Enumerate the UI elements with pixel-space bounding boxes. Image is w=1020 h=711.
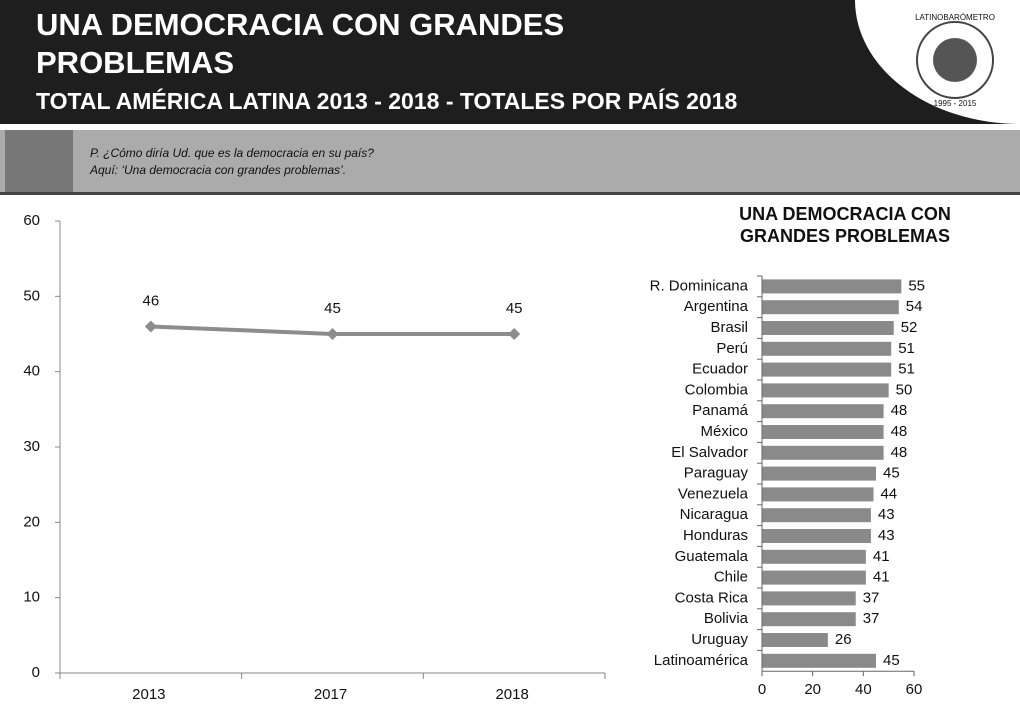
category-label: El Salvador xyxy=(671,444,748,461)
x-tick-label: 0 xyxy=(758,681,766,698)
data-label: 41 xyxy=(873,548,890,565)
category-label: Bolivia xyxy=(704,610,749,627)
data-label: 54 xyxy=(906,298,923,315)
x-tick-label: 2013 xyxy=(132,686,165,703)
category-label: Brasil xyxy=(710,319,748,336)
data-label: 50 xyxy=(896,381,913,398)
category-label: Perú xyxy=(716,340,748,357)
bar-chart-title: UNA DEMOCRACIA CON GRANDES PROBLEMAS xyxy=(739,204,951,246)
data-label: 43 xyxy=(878,506,895,523)
data-label: 48 xyxy=(891,402,908,419)
x-tick-label: 2018 xyxy=(495,686,528,703)
bar xyxy=(762,404,884,419)
point xyxy=(144,320,157,333)
bar xyxy=(762,466,876,481)
category-label: Colombia xyxy=(685,381,749,398)
data-label: 45 xyxy=(883,652,900,669)
data-label: 44 xyxy=(880,485,897,502)
bar xyxy=(762,591,856,606)
point xyxy=(508,328,521,340)
y-tick-label: 40 xyxy=(23,363,40,380)
category-label: Venezuela xyxy=(678,485,749,502)
data-label: 43 xyxy=(878,527,895,544)
bar xyxy=(762,612,856,627)
bar xyxy=(762,570,866,585)
logo-area: LATINOBARÓMETRO 1995 - 2015 xyxy=(855,0,1020,124)
x-tick-label: 40 xyxy=(855,681,872,698)
category-label: R. Dominicana xyxy=(650,277,749,294)
data-label: 45 xyxy=(883,465,900,482)
data-label: 51 xyxy=(898,361,915,378)
bar xyxy=(762,529,871,543)
question-note: Aquí: ‘Una democracia con grandes proble… xyxy=(90,163,347,177)
y-tick-label: 30 xyxy=(23,438,40,455)
x-tick-label: 2017 xyxy=(314,686,347,703)
bar xyxy=(762,653,876,668)
question-bar: P. ¿Cómo diría Ud. que es la democracia … xyxy=(0,130,1020,195)
bar xyxy=(762,341,892,356)
bar xyxy=(762,383,889,398)
category-label: Ecuador xyxy=(692,361,748,378)
x-tick-label: 20 xyxy=(804,681,821,698)
y-tick-label: 60 xyxy=(23,212,40,229)
data-label: 37 xyxy=(863,589,880,606)
category-label: Uruguay xyxy=(691,631,748,648)
point xyxy=(326,328,339,340)
category-label: Argentina xyxy=(684,298,749,315)
data-label: 48 xyxy=(891,444,908,461)
data-label: 51 xyxy=(898,340,915,357)
y-tick-label: 20 xyxy=(23,513,40,530)
bar xyxy=(762,508,871,523)
category-label: Nicaragua xyxy=(680,506,749,523)
category-label: Chile xyxy=(714,569,748,586)
question-square xyxy=(5,130,73,192)
data-label: 45 xyxy=(324,300,341,317)
y-tick-label: 50 xyxy=(23,287,40,304)
bar xyxy=(762,549,866,564)
bar xyxy=(762,300,899,315)
data-label: 46 xyxy=(142,292,159,309)
bar xyxy=(762,487,874,502)
data-label: 48 xyxy=(891,423,908,440)
subtitle: TOTAL AMÉRICA LATINA 2013 - 2018 - TOTAL… xyxy=(36,88,738,114)
category-label: Panamá xyxy=(692,402,749,419)
bar xyxy=(762,362,892,377)
category-label: Guatemala xyxy=(675,548,749,565)
data-label: 52 xyxy=(901,319,918,336)
data-label: 26 xyxy=(835,631,852,648)
y-tick-label: 0 xyxy=(32,664,40,681)
logo: LATINOBARÓMETRO 1995 - 2015 xyxy=(915,13,995,108)
data-label: 37 xyxy=(863,610,880,627)
data-label: 45 xyxy=(506,300,523,317)
logo-years: 1995 - 2015 xyxy=(934,99,977,108)
category-label: Costa Rica xyxy=(675,589,749,606)
data-label: 41 xyxy=(873,569,890,586)
x-tick-label: 60 xyxy=(906,681,923,698)
y-tick-label: 10 xyxy=(23,589,40,606)
bar xyxy=(762,633,828,647)
bar xyxy=(762,445,884,460)
data-label: 55 xyxy=(908,277,925,294)
bar xyxy=(762,321,894,335)
category-label: Honduras xyxy=(683,527,748,544)
category-label: Latinoamérica xyxy=(654,652,749,669)
title: UNA DEMOCRACIA CON GRANDES PROBLEMAS xyxy=(36,7,565,80)
bar xyxy=(762,279,902,294)
bar xyxy=(762,425,884,439)
category-label: México xyxy=(700,423,748,440)
header xyxy=(0,0,1020,124)
category-label: Paraguay xyxy=(684,465,749,482)
question: P. ¿Cómo diría Ud. que es la democracia … xyxy=(90,146,374,160)
logo-name: LATINOBARÓMETRO xyxy=(915,13,995,22)
